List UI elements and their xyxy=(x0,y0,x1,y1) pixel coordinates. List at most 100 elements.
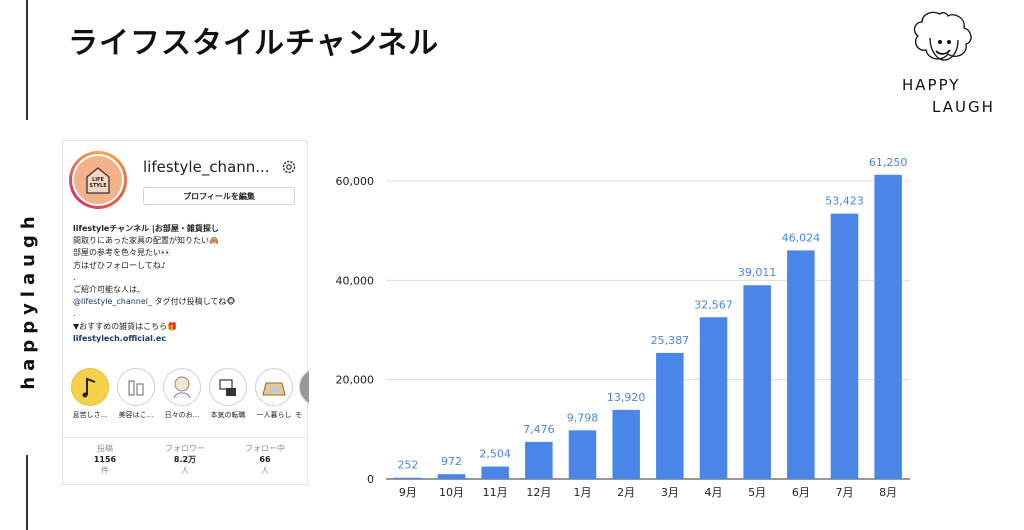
highlight-item[interactable]: 息苦しさ... xyxy=(65,368,115,420)
highlight-item[interactable]: モ xyxy=(293,368,309,420)
highlight-label: 日々のお... xyxy=(164,411,200,419)
bio-line: . xyxy=(73,309,76,319)
avatar-label: LIFE STYLE xyxy=(89,177,107,189)
highlight-label: 一人暮らし xyxy=(256,411,292,419)
house-icon xyxy=(86,167,110,194)
stat-value: 8.2万 xyxy=(173,455,197,464)
bio-mention-line: @lifestyle_channel_ タグ付け投稿してね🐵 xyxy=(73,296,305,308)
logo-line-1: HAPPY xyxy=(902,76,961,94)
stat-label: フォロワー xyxy=(165,444,205,453)
y-tick-label: 40,000 xyxy=(336,274,375,287)
bar xyxy=(743,285,771,479)
bio-line: ご紹介可能な人は、 xyxy=(73,285,145,295)
highlight-item[interactable]: 本気の転職 xyxy=(203,368,253,420)
stat-posts[interactable]: 投稿 1156 件 xyxy=(65,443,145,476)
highlight-label: 美容はこ... xyxy=(118,411,154,419)
highlight-label: 本気の転職 xyxy=(210,411,246,419)
left-rule-top xyxy=(26,0,28,120)
stat-value: 1156 xyxy=(93,455,117,464)
stat-unit: 人 xyxy=(261,466,269,475)
bar xyxy=(787,250,815,479)
x-tick-label: 10月 xyxy=(439,486,464,499)
bar xyxy=(699,317,728,479)
bio-mention-suffix: タグ付け投稿してね🐵 xyxy=(152,297,236,307)
data-label: 13,920 xyxy=(607,391,646,404)
highlight-label: モ xyxy=(295,411,302,419)
x-tick-label: 2月 xyxy=(617,486,635,499)
avatar[interactable]: LIFE STYLE xyxy=(72,154,124,206)
profile-bio: lifestyleチャンネル |お部屋・雑貨探し 間取りにあった家具の配置が知り… xyxy=(73,223,305,345)
stat-value: 66 xyxy=(259,455,271,464)
data-label: 9,798 xyxy=(567,411,599,424)
profile-username: lifestyle_chann... xyxy=(143,158,270,176)
x-tick-label: 1月 xyxy=(574,486,592,499)
x-tick-label: 8月 xyxy=(879,486,897,499)
logo-text: HAPPY LAUGH xyxy=(880,74,1010,118)
x-tick-label: 3月 xyxy=(661,486,679,499)
partial-highlight-icon xyxy=(299,368,309,406)
x-tick-label: 12月 xyxy=(526,486,551,499)
bottles-icon xyxy=(117,368,155,406)
character-icon xyxy=(163,368,201,406)
bar xyxy=(656,352,684,479)
x-tick-label: 5月 xyxy=(748,486,766,499)
x-tick-label: 7月 xyxy=(836,486,854,499)
bar xyxy=(437,474,466,479)
instagram-profile-panel: LIFE STYLE lifestyle_chann... プロフィールを編集 l… xyxy=(62,140,309,485)
data-label: 46,024 xyxy=(782,231,821,244)
highlight-label: 息苦しさ... xyxy=(72,411,108,419)
data-label: 2,504 xyxy=(479,448,511,461)
logo-line-2: LAUGH xyxy=(932,98,995,116)
desk-icon xyxy=(209,368,247,406)
story-highlights: 息苦しさ... 美容はこ... 日々のお... 本気の転職 一人暮らし xyxy=(65,368,309,424)
highlight-item[interactable]: 美容はこ... xyxy=(111,368,161,420)
y-tick-label: 0 xyxy=(367,473,374,486)
bio-website-link[interactable]: lifestylech.official.ec xyxy=(73,333,167,343)
x-tick-label: 4月 xyxy=(705,486,723,499)
happy-laugh-logo: HAPPY LAUGH xyxy=(880,8,1010,128)
highlight-item[interactable]: 日々のお... xyxy=(157,368,207,420)
bio-line: 方はぜひフォローしてね♪ xyxy=(73,260,166,270)
data-label: 25,387 xyxy=(651,334,690,347)
follower-growth-chart: 0 20,000 40,000 60,000 252 9月 972 10月 2,504 11月 7,… xyxy=(336,156,910,499)
bar xyxy=(481,466,509,479)
avatar-ring[interactable]: LIFE STYLE xyxy=(69,151,127,209)
page-title: ライフスタイルチャンネル xyxy=(68,26,440,61)
edit-profile-button[interactable]: プロフィールを編集 xyxy=(143,187,295,205)
x-tick-label: 11月 xyxy=(483,486,508,499)
bio-line: ▼おすすめの雑貨はこちら🎁 xyxy=(73,321,178,331)
stat-unit: 件 xyxy=(101,466,109,475)
bar xyxy=(830,213,859,479)
bar xyxy=(525,441,553,479)
left-rule-bottom xyxy=(26,455,28,530)
gear-icon[interactable] xyxy=(281,159,297,175)
data-label: 7,476 xyxy=(523,423,555,436)
bio-name: lifestyleチャンネル |お部屋・雑貨探し xyxy=(73,224,219,233)
data-label: 252 xyxy=(397,459,418,472)
bio-mention-link[interactable]: @lifestyle_channel_ xyxy=(73,297,153,307)
y-tick-label: 60,000 xyxy=(336,175,375,188)
highlight-item[interactable]: 一人暮らし xyxy=(249,368,299,420)
y-tick-label: 20,000 xyxy=(336,374,375,387)
data-label: 32,567 xyxy=(694,298,733,311)
music-note-icon xyxy=(71,368,109,406)
stat-label: フォロー中 xyxy=(245,444,285,453)
stat-following[interactable]: フォロー中 66 人 xyxy=(225,443,305,476)
stat-unit: 人 xyxy=(181,466,189,475)
bio-line: . xyxy=(73,272,76,282)
side-brand-text: happylaugh xyxy=(18,210,39,390)
data-label: 61,250 xyxy=(869,156,908,169)
bio-line: 間取りにあった家具の配置が知りたい🙈 xyxy=(73,236,219,246)
stats-divider xyxy=(63,437,307,438)
bar xyxy=(568,430,597,479)
face-icon xyxy=(913,11,972,61)
stat-followers[interactable]: フォロワー 8.2万 人 xyxy=(145,443,225,476)
stat-label: 投稿 xyxy=(97,444,113,453)
bar xyxy=(394,477,422,479)
room-icon xyxy=(255,368,293,406)
x-tick-label: 6月 xyxy=(792,486,810,499)
data-label: 53,423 xyxy=(825,195,864,208)
bar xyxy=(874,174,902,479)
x-tick-label: 9月 xyxy=(399,486,417,499)
bar xyxy=(612,409,640,479)
